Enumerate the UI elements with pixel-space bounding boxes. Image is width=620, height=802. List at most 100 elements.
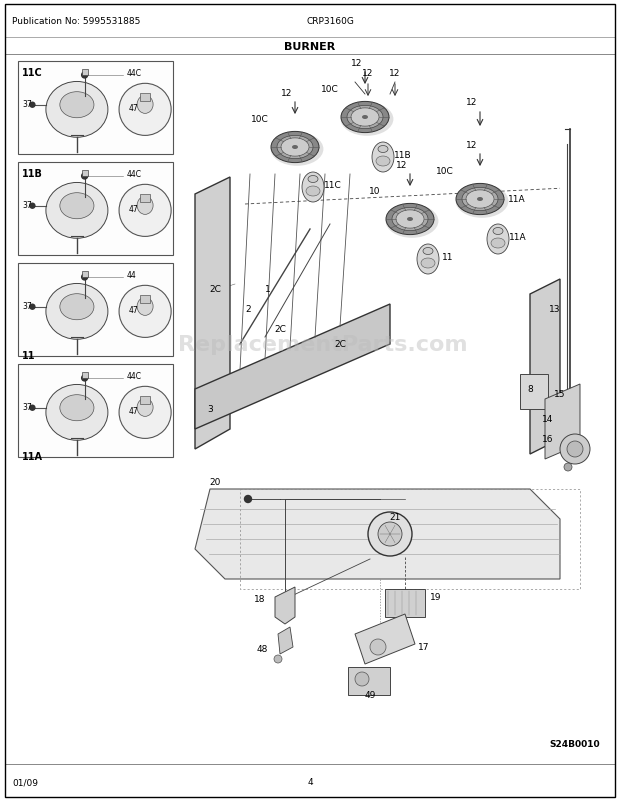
Ellipse shape bbox=[46, 284, 108, 340]
Circle shape bbox=[119, 286, 171, 338]
Polygon shape bbox=[195, 489, 560, 579]
Text: BURNER: BURNER bbox=[285, 42, 335, 52]
Circle shape bbox=[119, 185, 171, 237]
Polygon shape bbox=[530, 280, 560, 455]
Text: 2C: 2C bbox=[334, 340, 346, 349]
Text: 37: 37 bbox=[22, 302, 32, 311]
Ellipse shape bbox=[421, 259, 435, 269]
Text: 10C: 10C bbox=[321, 85, 339, 95]
Text: 19: 19 bbox=[430, 593, 441, 602]
Circle shape bbox=[119, 387, 171, 439]
Text: 1: 1 bbox=[265, 286, 271, 294]
Circle shape bbox=[30, 103, 35, 108]
Text: 4: 4 bbox=[307, 777, 313, 787]
Polygon shape bbox=[278, 627, 293, 654]
Text: 2C: 2C bbox=[274, 325, 286, 334]
Circle shape bbox=[82, 274, 87, 281]
Polygon shape bbox=[195, 178, 230, 449]
Ellipse shape bbox=[386, 205, 434, 235]
Text: 11A: 11A bbox=[22, 452, 43, 461]
Ellipse shape bbox=[456, 184, 504, 215]
Text: 10C: 10C bbox=[436, 168, 454, 176]
Text: 47: 47 bbox=[129, 103, 139, 113]
Text: 12: 12 bbox=[362, 69, 374, 78]
Text: CRP3160G: CRP3160G bbox=[306, 18, 354, 26]
Text: 47: 47 bbox=[129, 407, 139, 415]
Text: 20: 20 bbox=[210, 477, 221, 486]
Text: 48: 48 bbox=[257, 645, 268, 654]
Text: 37: 37 bbox=[22, 100, 32, 109]
Text: 11: 11 bbox=[22, 350, 35, 361]
Text: 11C: 11C bbox=[22, 68, 43, 78]
Ellipse shape bbox=[137, 197, 153, 215]
Ellipse shape bbox=[46, 183, 108, 239]
Ellipse shape bbox=[137, 298, 153, 316]
Circle shape bbox=[274, 655, 282, 663]
Ellipse shape bbox=[306, 187, 320, 196]
Ellipse shape bbox=[46, 83, 108, 138]
Circle shape bbox=[30, 305, 35, 310]
Ellipse shape bbox=[462, 188, 498, 212]
Ellipse shape bbox=[292, 146, 298, 150]
Ellipse shape bbox=[378, 146, 388, 153]
Text: 47: 47 bbox=[129, 205, 139, 213]
Ellipse shape bbox=[60, 92, 94, 119]
Ellipse shape bbox=[477, 198, 483, 202]
Text: 12: 12 bbox=[389, 69, 401, 78]
Ellipse shape bbox=[308, 176, 318, 184]
Bar bbox=[82, 171, 87, 176]
Text: 12: 12 bbox=[466, 141, 477, 150]
Ellipse shape bbox=[137, 96, 153, 114]
Text: 44C: 44C bbox=[126, 169, 141, 178]
Text: 2C: 2C bbox=[209, 286, 221, 294]
Circle shape bbox=[244, 496, 252, 503]
Text: 12: 12 bbox=[396, 160, 408, 170]
Bar bbox=[140, 397, 150, 405]
Polygon shape bbox=[545, 384, 580, 460]
Ellipse shape bbox=[341, 103, 389, 133]
Bar bbox=[348, 667, 390, 695]
Ellipse shape bbox=[392, 208, 428, 231]
Bar bbox=[140, 296, 150, 304]
Text: 11A: 11A bbox=[509, 233, 527, 242]
Ellipse shape bbox=[423, 248, 433, 255]
Text: 11B: 11B bbox=[22, 168, 43, 179]
Ellipse shape bbox=[340, 103, 394, 136]
Text: 18: 18 bbox=[254, 595, 265, 604]
Circle shape bbox=[30, 204, 35, 209]
Bar bbox=[140, 195, 150, 203]
Ellipse shape bbox=[46, 385, 108, 441]
Circle shape bbox=[355, 672, 369, 687]
Ellipse shape bbox=[137, 399, 153, 417]
Ellipse shape bbox=[271, 132, 319, 164]
Text: 15: 15 bbox=[554, 390, 565, 399]
Text: 12: 12 bbox=[466, 98, 477, 107]
Ellipse shape bbox=[302, 172, 324, 203]
Bar bbox=[520, 375, 548, 410]
Ellipse shape bbox=[376, 157, 390, 167]
Text: 8: 8 bbox=[527, 385, 533, 394]
Circle shape bbox=[560, 435, 590, 464]
Ellipse shape bbox=[60, 193, 94, 220]
Ellipse shape bbox=[386, 205, 438, 238]
Ellipse shape bbox=[347, 106, 383, 129]
Text: 47: 47 bbox=[129, 306, 139, 314]
Text: 11: 11 bbox=[442, 253, 454, 262]
Text: 13: 13 bbox=[549, 305, 560, 314]
Ellipse shape bbox=[362, 115, 368, 119]
Text: 11B: 11B bbox=[394, 152, 412, 160]
Circle shape bbox=[567, 441, 583, 457]
Text: 3: 3 bbox=[207, 405, 213, 414]
Ellipse shape bbox=[270, 133, 324, 167]
Ellipse shape bbox=[396, 211, 424, 229]
Polygon shape bbox=[275, 587, 295, 624]
Polygon shape bbox=[355, 614, 415, 664]
Text: 10: 10 bbox=[370, 187, 381, 196]
Circle shape bbox=[82, 174, 87, 180]
Circle shape bbox=[370, 639, 386, 655]
Text: 10C: 10C bbox=[251, 115, 269, 124]
Ellipse shape bbox=[417, 245, 439, 274]
Ellipse shape bbox=[456, 185, 508, 218]
Text: 44C: 44C bbox=[126, 69, 141, 78]
Ellipse shape bbox=[466, 191, 494, 209]
